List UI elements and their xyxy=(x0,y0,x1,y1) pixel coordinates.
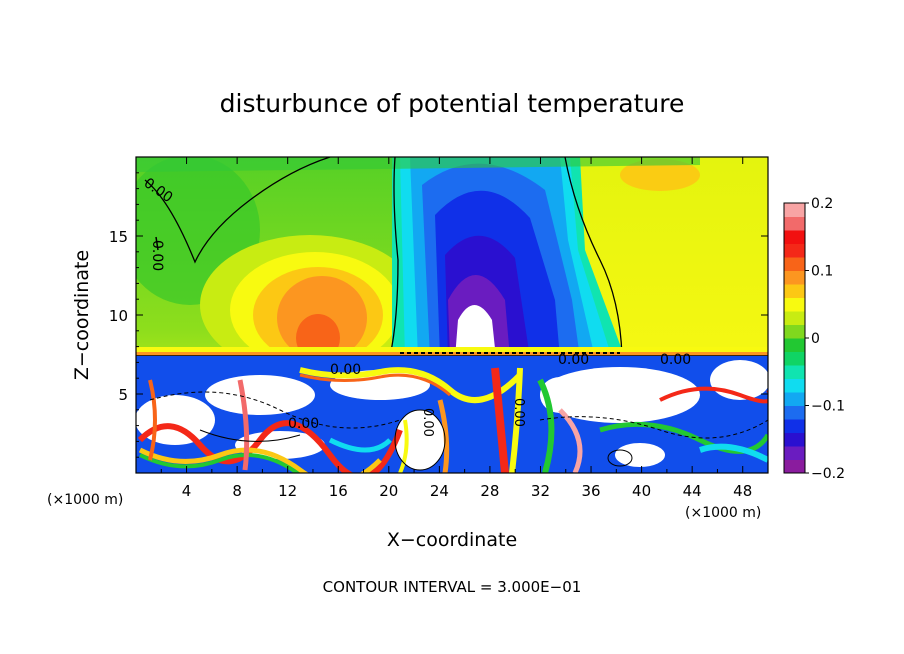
y-tick-label: 15 xyxy=(109,228,128,246)
chart-title: disturbunce of potential temperature xyxy=(220,89,685,118)
x-tick-label: 24 xyxy=(430,482,449,500)
colorbar-tick-label: 0.1 xyxy=(811,264,833,280)
x-axis-ticks: 4 8 12 16 20 24 28 32 36 40 44 48 xyxy=(160,157,769,500)
warm-patch-upper-right xyxy=(620,159,700,191)
colorbar-ticks: 0.2 0.1 0 −0.1 −0.2 xyxy=(805,196,845,482)
colorbar-segment xyxy=(784,351,805,366)
x-tick-label: 28 xyxy=(480,482,499,500)
colorbar-segment xyxy=(784,243,805,258)
colorbar-segment xyxy=(784,419,805,433)
y-axis-title: Z−coordinate xyxy=(71,250,93,380)
contour-label: 0.00 xyxy=(420,408,435,437)
x-tick-label: 12 xyxy=(278,482,297,500)
zero-contour-left xyxy=(144,157,331,264)
colorbar-segment xyxy=(784,378,805,393)
colorbar-segment xyxy=(784,257,805,271)
y-tick-label: 5 xyxy=(118,386,128,404)
contour-interval-note: CONTOUR INTERVAL = 3.000E−01 xyxy=(323,578,582,596)
colorbar-tick-label: 0 xyxy=(811,331,820,347)
x-axis-title: X−coordinate xyxy=(387,529,517,551)
contour-label: 0.00 xyxy=(511,398,526,427)
x-tick-label: 20 xyxy=(379,482,398,500)
colorbar-tick-label: −0.1 xyxy=(811,399,845,415)
x-tick-label: 40 xyxy=(632,482,651,500)
x-tick-label: 48 xyxy=(733,482,752,500)
colorbar-segment xyxy=(784,230,805,244)
colorbar-segment xyxy=(784,203,805,217)
y-tick-label: 10 xyxy=(109,307,128,325)
interface-band-yellow xyxy=(136,347,768,355)
zero-contour-small xyxy=(155,236,159,251)
contour-label: 0.00 xyxy=(558,352,589,368)
boundary-layer xyxy=(136,356,768,473)
colorbar-segment xyxy=(784,446,805,460)
contour-label: 0.00 xyxy=(149,240,165,271)
x-tick-label: 8 xyxy=(232,482,242,500)
colorbar-tick-label: −0.2 xyxy=(811,466,845,482)
x-tick-label: 36 xyxy=(581,482,600,500)
x-unit-label-left: (×1000 m) xyxy=(47,492,123,508)
x-tick-label: 16 xyxy=(329,482,348,500)
colorbar-segment xyxy=(784,284,805,298)
colorbar-segment xyxy=(784,459,805,474)
x-tick-label: 44 xyxy=(683,482,702,500)
colorbar-segment xyxy=(784,365,805,379)
contour-label: 0.00 xyxy=(330,362,361,378)
contour-label: 0.00 xyxy=(288,416,319,432)
colorbar-segment xyxy=(784,405,805,420)
colorbar-segment xyxy=(784,216,805,231)
colorbar-segment xyxy=(784,324,805,339)
colorbar-segment xyxy=(784,338,805,352)
colorbar-segment xyxy=(784,432,805,447)
zero-contour-center-right xyxy=(564,157,623,357)
top-green-band xyxy=(136,157,700,172)
colorbar-segment xyxy=(784,311,805,325)
heatmap-field: 0.00 0.00 0.00 0.00 0.00 0.00 0.00 0.00 xyxy=(136,157,768,473)
colorbar-segment xyxy=(784,392,805,406)
y-axis-ticks: 5 10 15 xyxy=(109,172,768,458)
contour-label: 0.00 xyxy=(660,352,691,368)
colorbar xyxy=(784,203,805,474)
x-tick-label: 32 xyxy=(531,482,550,500)
x-unit-label-right: (×1000 m) xyxy=(685,505,761,521)
colorbar-frame xyxy=(783,202,806,474)
colorbar-segment xyxy=(784,270,805,285)
cold-anomaly xyxy=(392,157,625,358)
colorbar-segment xyxy=(784,297,805,312)
x-tick-label: 4 xyxy=(182,482,192,500)
colorbar-tick-label: 0.2 xyxy=(811,196,833,212)
zero-contour-center-left xyxy=(389,157,399,357)
